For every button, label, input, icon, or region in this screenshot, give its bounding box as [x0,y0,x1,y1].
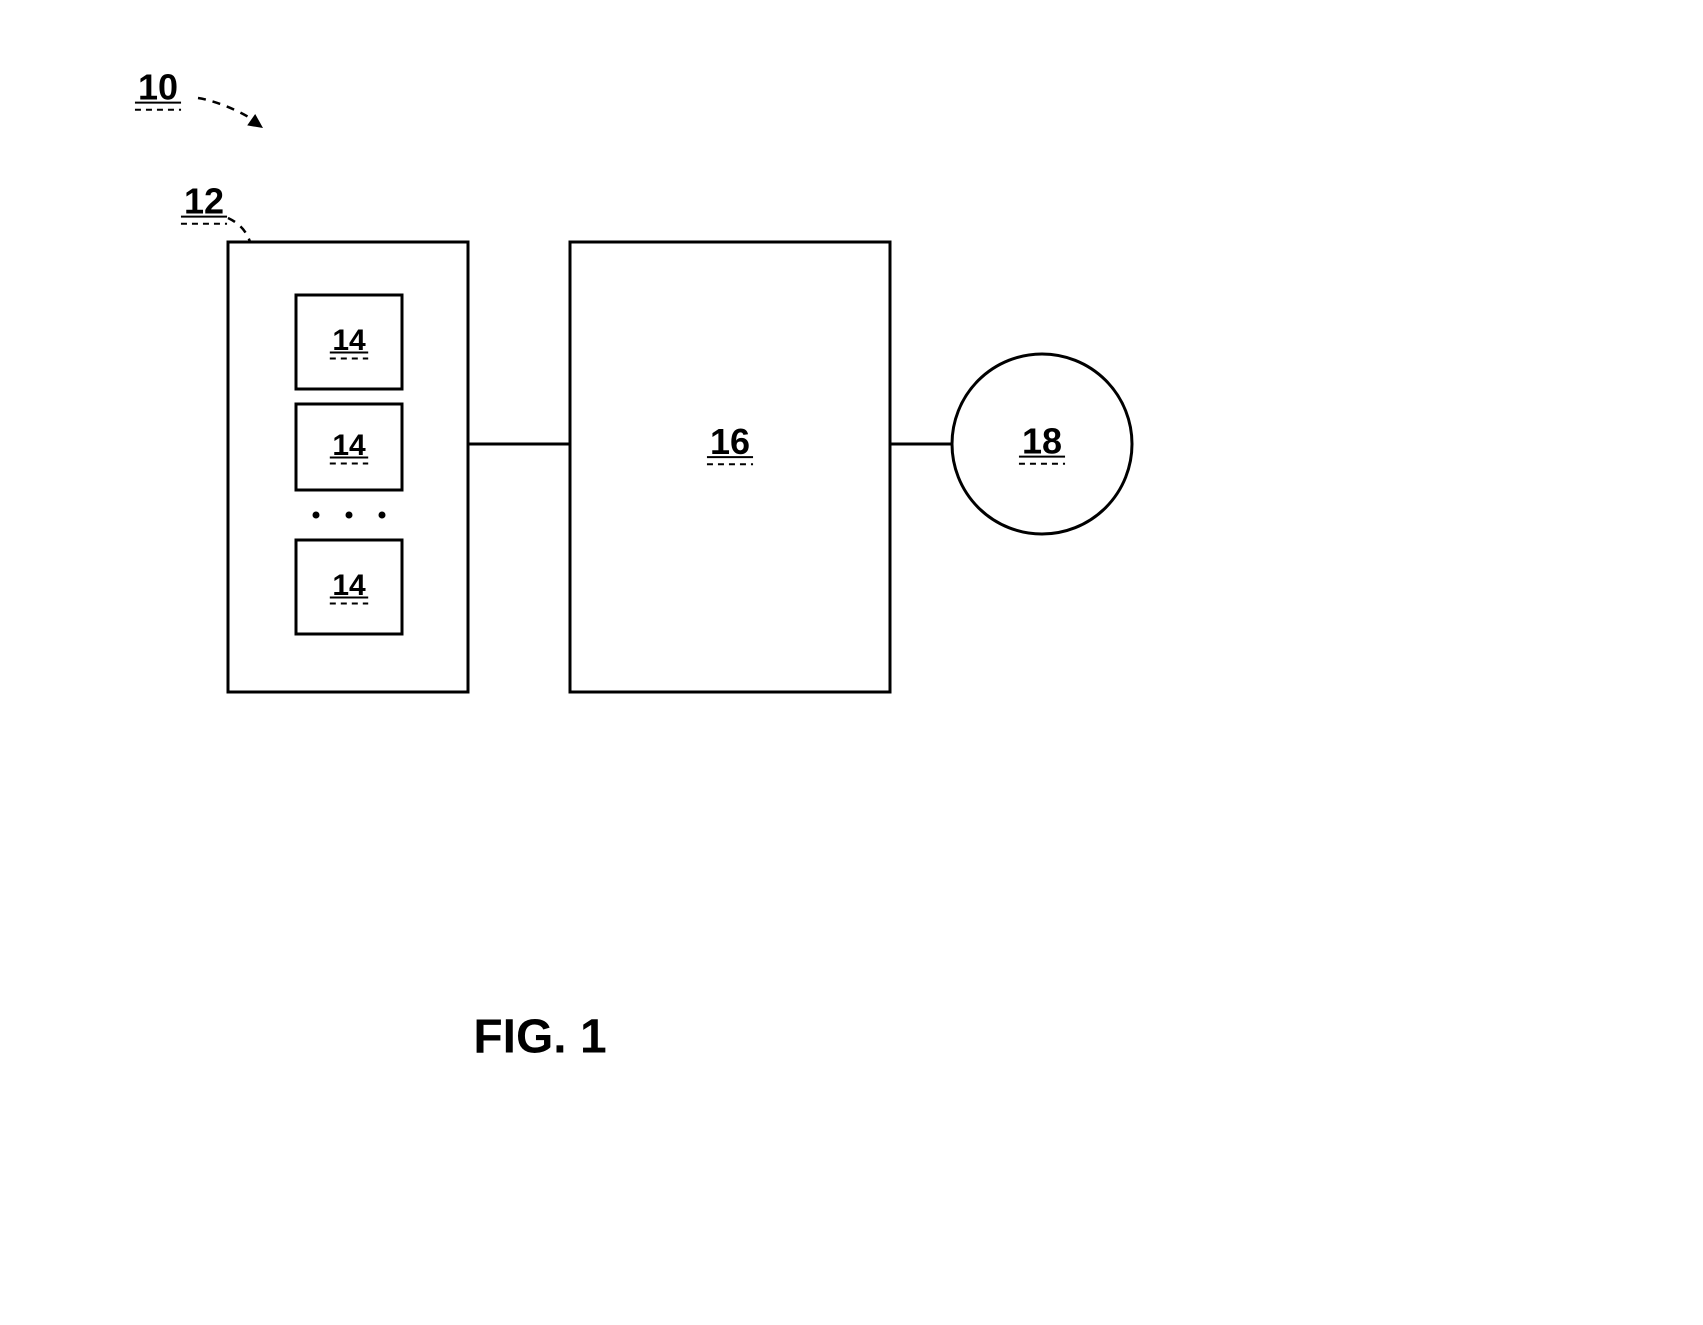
ellipsis-dot-1 [346,512,353,519]
ref-10: 10 [135,67,181,110]
block-16 [570,242,890,692]
ref-12-leader [228,218,250,242]
ref-16-text: 16 [710,421,750,462]
figure-label: FIG. 1 [473,1011,606,1064]
ref-14-0: 14 [330,324,368,359]
ref-16: 16 [707,421,753,464]
ellipsis-dot-0 [313,512,320,519]
ref-12: 12 [181,181,227,224]
ref-14-2: 14 [330,569,368,604]
ref-18: 18 [1019,421,1065,464]
ref-10-arrowhead [247,114,263,128]
ref-18-text: 18 [1022,421,1062,462]
ellipsis-dot-2 [379,512,386,519]
ref-10-text: 10 [138,67,178,108]
block-12 [228,242,468,692]
ref-14-1: 14 [330,429,368,464]
ref-12-text: 12 [184,181,224,222]
